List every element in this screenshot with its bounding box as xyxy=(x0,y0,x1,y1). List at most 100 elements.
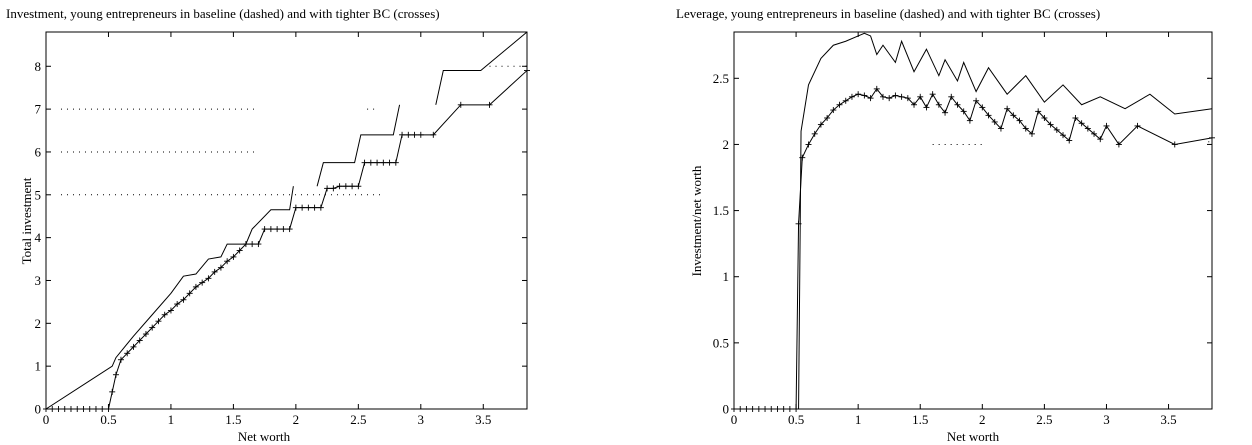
investment-chart-ytick-label: 7 xyxy=(35,102,42,117)
leverage-chart-cross-marker xyxy=(1035,108,1042,115)
investment-chart-xlabel: Net worth xyxy=(238,429,291,444)
leverage-chart-xtick-label: 3.5 xyxy=(1160,412,1176,427)
investment-chart-series xyxy=(43,31,530,412)
investment-chart-cross-marker xyxy=(399,131,406,138)
investment-chart-cross-marker xyxy=(192,283,199,290)
investment-chart-cross-marker xyxy=(199,279,206,286)
investment-chart-ytick-label: 5 xyxy=(35,187,42,202)
leverage-chart-cross-marker xyxy=(1103,122,1110,129)
leverage-chart-ticks: 0 0.5 1 1.5 2 2.5 3 3.5 0 0.5 1 1.5 2 2.5 xyxy=(713,32,1212,427)
investment-chart-cross-marker xyxy=(43,406,49,412)
leverage-chart-cross-marker xyxy=(867,95,874,102)
investment-chart-cross-marker xyxy=(411,131,418,138)
investment-chart-xtick-label: 0.5 xyxy=(100,412,116,427)
leverage-chart: Leverage, young entrepreneurs in baselin… xyxy=(676,6,1215,444)
leverage-chart-cross-marker xyxy=(1010,112,1017,119)
investment-chart-xtick-label: 3.5 xyxy=(475,412,491,427)
investment-chart-cross-marker xyxy=(161,311,168,318)
investment-chart-cross-marker xyxy=(405,131,412,138)
leverage-chart-xtick-label: 1.5 xyxy=(912,412,928,427)
leverage-chart-cross-marker xyxy=(817,121,824,128)
investment-chart-ytick-label: 1 xyxy=(35,359,42,374)
leverage-chart-cross-marker xyxy=(793,406,800,412)
leverage-chart-cross-marker xyxy=(762,406,769,412)
leverage-chart-xlabel: Net worth xyxy=(947,429,1000,444)
leverage-chart-ytick-label: 1 xyxy=(723,269,730,284)
investment-chart-cross-marker xyxy=(186,290,193,297)
leverage-chart-xtick-label: 0.5 xyxy=(788,412,804,427)
leverage-chart-cross-marker xyxy=(842,97,849,104)
leverage-chart-cross-marker xyxy=(1134,122,1141,129)
leverage-chart-series xyxy=(731,32,1215,412)
investment-chart-cross-marker xyxy=(180,296,187,303)
leverage-chart-cross-marker xyxy=(886,95,893,102)
investment-chart-cross-marker xyxy=(361,159,368,166)
investment-chart-cross-marker xyxy=(167,307,174,314)
leverage-chart-cross-marker xyxy=(737,406,744,412)
leverage-chart-cross-marker xyxy=(749,406,756,412)
leverage-chart-cross-marker xyxy=(1060,132,1067,139)
leverage-chart-solid-line xyxy=(734,32,1213,410)
investment-chart-title: Investment, young entrepreneurs in basel… xyxy=(6,6,440,21)
investment-chart-cross-marker xyxy=(155,318,162,325)
leverage-chart-cross-marker xyxy=(855,91,862,98)
investment-chart: Investment, young entrepreneurs in basel… xyxy=(6,6,530,444)
leverage-chart-xtick-label: 2 xyxy=(979,412,986,427)
investment-chart-cross-marker xyxy=(274,226,281,233)
leverage-chart-cross-marker xyxy=(731,406,737,412)
leverage-chart-ytick-label: 1.5 xyxy=(713,203,729,218)
investment-chart-cross-marker xyxy=(524,67,530,74)
leverage-chart-xtick-label: 3 xyxy=(1103,412,1110,427)
investment-chart-cross-marker xyxy=(242,241,249,248)
investment-chart-cross-marker xyxy=(311,204,318,211)
investment-chart-cross-marker xyxy=(130,343,137,350)
leverage-chart-cross-marker xyxy=(1084,125,1091,132)
investment-chart-ytick-label: 2 xyxy=(35,316,42,331)
leverage-chart-cross-marker xyxy=(755,406,762,412)
leverage-chart-cross-marker xyxy=(1078,120,1085,127)
leverage-chart-ytick-label: 0.5 xyxy=(713,335,729,350)
investment-chart-xtick-label: 3 xyxy=(418,412,425,427)
leverage-chart-cross-marker xyxy=(1016,117,1023,124)
leverage-chart-cross-marker xyxy=(811,130,818,137)
investment-chart-cross-marker xyxy=(386,159,393,166)
leverage-chart-cross-marker xyxy=(1171,141,1178,148)
investment-chart-cross-marker xyxy=(142,331,149,338)
investment-chart-cross-marker xyxy=(380,159,387,166)
investment-chart-cross-marker xyxy=(267,226,274,233)
leverage-chart-cross-marker xyxy=(892,92,899,99)
investment-chart-cross-marker xyxy=(211,268,218,275)
leverage-chart-cross-marker xyxy=(911,101,918,108)
leverage-chart-cross-marker xyxy=(954,101,961,108)
investment-chart-cross-marker xyxy=(236,247,243,254)
investment-chart-cross-marker xyxy=(292,204,299,211)
investment-chart-cross-marker xyxy=(217,264,224,271)
investment-chart-cross-marker xyxy=(417,131,424,138)
investment-chart-cross-marker xyxy=(174,301,181,308)
leverage-chart-cross-marker xyxy=(966,117,973,124)
investment-chart-cross-marker xyxy=(355,183,362,190)
investment-chart-cross-marker xyxy=(109,388,116,395)
investment-chart-ytick-label: 4 xyxy=(35,230,42,245)
investment-chart-cross-marker xyxy=(230,253,237,260)
leverage-chart-cross-marker xyxy=(1022,125,1029,132)
investment-chart-xtick-label: 2.5 xyxy=(350,412,366,427)
leverage-chart-cross-marker xyxy=(935,101,942,108)
investment-chart-cross-marker xyxy=(261,226,268,233)
investment-chart-cross-marker xyxy=(430,131,437,138)
leverage-chart-cross-marker xyxy=(1004,105,1011,112)
investment-chart-ytick-label: 0 xyxy=(35,402,42,417)
leverage-chart-cross-marker xyxy=(942,109,949,116)
leverage-chart-cross-marker xyxy=(991,118,998,125)
investment-chart-cross-marker xyxy=(324,185,331,192)
leverage-chart-cross-marker xyxy=(1097,136,1104,143)
leverage-chart-cross-marker xyxy=(786,406,793,412)
investment-chart-cross-marker xyxy=(55,406,62,412)
investment-chart-cross-marker xyxy=(205,275,212,282)
leverage-chart-cross-marker xyxy=(795,220,802,227)
leverage-chart-cross-marker xyxy=(904,95,911,102)
investment-chart-xtick-label: 1.5 xyxy=(225,412,241,427)
leverage-chart-ytick-label: 2 xyxy=(723,137,730,152)
leverage-chart-cross-marker xyxy=(836,101,843,108)
